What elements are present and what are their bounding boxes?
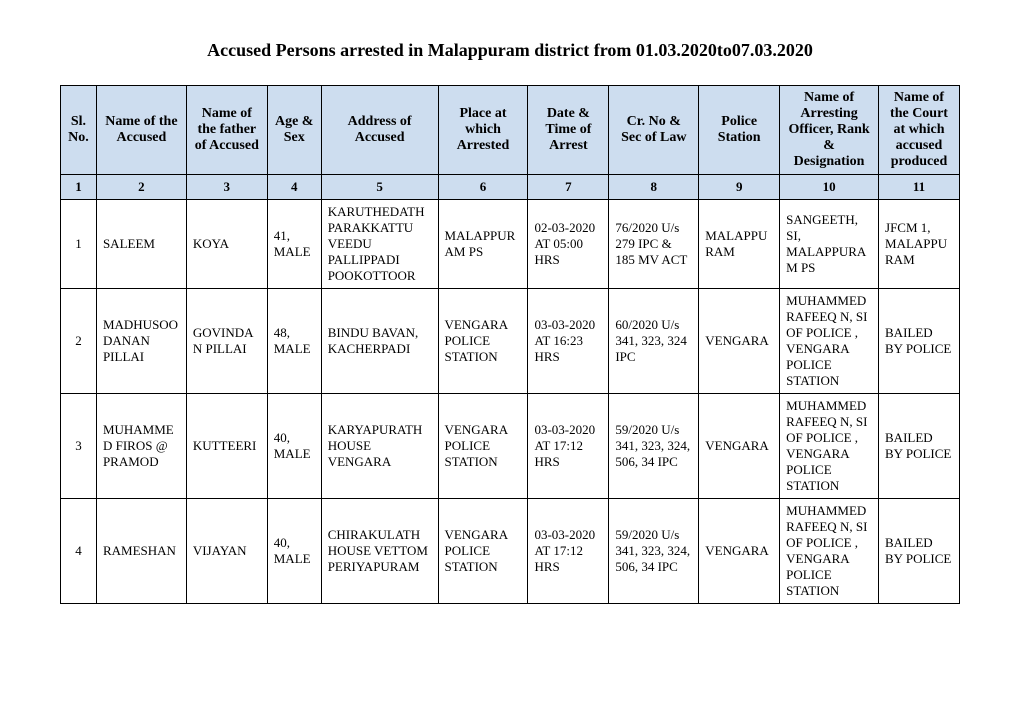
cell-officer: SANGEETH, SI, MALAPPURAM PS: [780, 200, 879, 289]
col-header: Sl. No.: [61, 86, 97, 175]
cell-officer: MUHAMMED RAFEEQ N, SI OF POLICE , VENGAR…: [780, 289, 879, 394]
cell-agesex: 41, MALE: [267, 200, 321, 289]
cell-sl: 3: [61, 394, 97, 499]
cell-court: BAILED BY POLICE: [879, 499, 960, 604]
table-row: 4 RAMESHAN VIJAYAN 40, MALE CHIRAKULATH …: [61, 499, 960, 604]
cell-father: VIJAYAN: [186, 499, 267, 604]
col-number: 5: [321, 175, 438, 200]
table-row: 2 MADHUSOODANAN PILLAI GOVINDAN PILLAI 4…: [61, 289, 960, 394]
col-header: Name of Arresting Officer, Rank & Design…: [780, 86, 879, 175]
cell-father: GOVINDAN PILLAI: [186, 289, 267, 394]
table-row: 3 MUHAMMED FIROS @ PRAMOD KUTTEERI 40, M…: [61, 394, 960, 499]
table-header-row: Sl. No. Name of the Accused Name of the …: [61, 86, 960, 175]
col-number: 6: [438, 175, 528, 200]
col-number: 8: [609, 175, 699, 200]
cell-datetime: 03-03-2020 AT 17:12 HRS: [528, 499, 609, 604]
cell-sl: 4: [61, 499, 97, 604]
col-number: 1: [61, 175, 97, 200]
accused-table: Sl. No. Name of the Accused Name of the …: [60, 85, 960, 604]
cell-address: KARYAPURATH HOUSE VENGARA: [321, 394, 438, 499]
col-header: Cr. No & Sec of Law: [609, 86, 699, 175]
col-header: Date & Time of Arrest: [528, 86, 609, 175]
cell-name: RAMESHAN: [96, 499, 186, 604]
col-number: 10: [780, 175, 879, 200]
cell-sl: 2: [61, 289, 97, 394]
cell-address: CHIRAKULATH HOUSE VETTOM PERIYAPURAM: [321, 499, 438, 604]
col-number: 7: [528, 175, 609, 200]
cell-datetime: 03-03-2020 AT 16:23 HRS: [528, 289, 609, 394]
cell-agesex: 40, MALE: [267, 499, 321, 604]
col-header: Address of Accused: [321, 86, 438, 175]
cell-name: SALEEM: [96, 200, 186, 289]
table-row: 1 SALEEM KOYA 41, MALE KARUTHEDATH PARAK…: [61, 200, 960, 289]
cell-officer: MUHAMMED RAFEEQ N, SI OF POLICE , VENGAR…: [780, 394, 879, 499]
col-header: Age & Sex: [267, 86, 321, 175]
cell-agesex: 40, MALE: [267, 394, 321, 499]
cell-sl: 1: [61, 200, 97, 289]
col-header: Name of the Accused: [96, 86, 186, 175]
cell-court: BAILED BY POLICE: [879, 394, 960, 499]
col-number: 4: [267, 175, 321, 200]
cell-station: MALAPPURAM: [699, 200, 780, 289]
cell-datetime: 02-03-2020 AT 05:00 HRS: [528, 200, 609, 289]
col-number: 2: [96, 175, 186, 200]
cell-place: VENGARA POLICE STATION: [438, 499, 528, 604]
cell-father: KOYA: [186, 200, 267, 289]
cell-name: MADHUSOODANAN PILLAI: [96, 289, 186, 394]
cell-crno: 59/2020 U/s 341, 323, 324, 506, 34 IPC: [609, 499, 699, 604]
cell-court: JFCM 1, MALAPPURAM: [879, 200, 960, 289]
cell-station: VENGARA: [699, 394, 780, 499]
cell-address: BINDU BAVAN, KACHERPADI: [321, 289, 438, 394]
cell-station: VENGARA: [699, 499, 780, 604]
cell-station: VENGARA: [699, 289, 780, 394]
cell-place: VENGARA POLICE STATION: [438, 394, 528, 499]
cell-agesex: 48, MALE: [267, 289, 321, 394]
col-header: Police Station: [699, 86, 780, 175]
cell-crno: 60/2020 U/s 341, 323, 324 IPC: [609, 289, 699, 394]
cell-father: KUTTEERI: [186, 394, 267, 499]
col-header: Name of the father of Accused: [186, 86, 267, 175]
page-title: Accused Persons arrested in Malappuram d…: [60, 40, 960, 61]
col-header: Name of the Court at which accused produ…: [879, 86, 960, 175]
cell-crno: 59/2020 U/s 341, 323, 324, 506, 34 IPC: [609, 394, 699, 499]
cell-court: BAILED BY POLICE: [879, 289, 960, 394]
col-header: Place at which Arrested: [438, 86, 528, 175]
cell-name: MUHAMMED FIROS @ PRAMOD: [96, 394, 186, 499]
cell-crno: 76/2020 U/s 279 IPC & 185 MV ACT: [609, 200, 699, 289]
cell-place: MALAPPURAM PS: [438, 200, 528, 289]
col-number: 9: [699, 175, 780, 200]
cell-place: VENGARA POLICE STATION: [438, 289, 528, 394]
col-number: 11: [879, 175, 960, 200]
table-number-row: 1 2 3 4 5 6 7 8 9 10 11: [61, 175, 960, 200]
cell-address: KARUTHEDATH PARAKKATTU VEEDU PALLIPPADI …: [321, 200, 438, 289]
col-number: 3: [186, 175, 267, 200]
cell-datetime: 03-03-2020 AT 17:12 HRS: [528, 394, 609, 499]
cell-officer: MUHAMMED RAFEEQ N, SI OF POLICE , VENGAR…: [780, 499, 879, 604]
